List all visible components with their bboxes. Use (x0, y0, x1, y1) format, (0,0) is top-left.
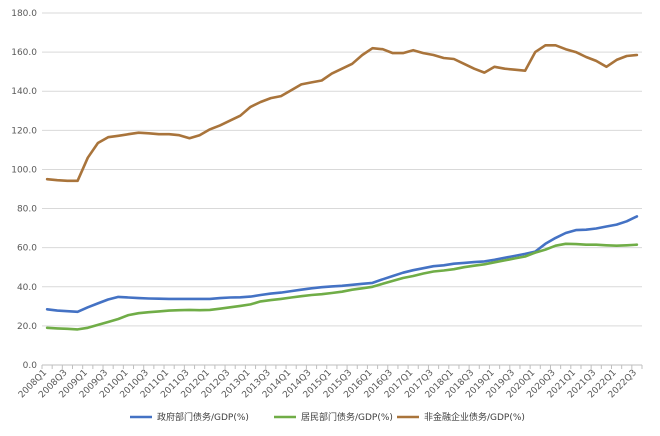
series-line-1 (45, 242, 639, 331)
y-tick-label: 120.0 (11, 126, 37, 136)
y-tick-label: 80.0 (17, 205, 37, 215)
y-tick-label: 40.0 (17, 283, 37, 293)
x-axis-tick-labels: 2008Q12008Q32009Q12009Q32010Q12010Q32011… (17, 368, 639, 400)
series-line-2 (45, 43, 639, 183)
series-line-0 (45, 215, 639, 314)
legend-label: 非金融企业债务/GDP(%) (424, 411, 525, 423)
legend-label: 政府部门债务/GDP(%) (157, 411, 249, 423)
y-tick-label: 100.0 (11, 165, 37, 175)
gridlines (42, 12, 642, 327)
y-tick-label: 0.0 (23, 361, 38, 371)
series-lines (45, 43, 639, 331)
y-axis-tick-labels: 0.0 20.0 40.0 60.0 80.0 100.0 120.0 140.0 160.0 1… (11, 9, 37, 371)
y-tick-label: 180.0 (11, 9, 37, 19)
legend: 政府部门债务/GDP(%) 居民部门债务/GDP(%) 非金融企业债务/GDP(%) (130, 411, 525, 423)
y-tick-label: 20.0 (17, 322, 37, 332)
y-tick-label: 140.0 (11, 87, 37, 97)
legend-label: 居民部门债务/GDP(%) (301, 411, 393, 423)
x-axis (41, 364, 643, 369)
y-tick-label: 160.0 (11, 48, 37, 58)
y-tick-label: 60.0 (17, 244, 37, 254)
